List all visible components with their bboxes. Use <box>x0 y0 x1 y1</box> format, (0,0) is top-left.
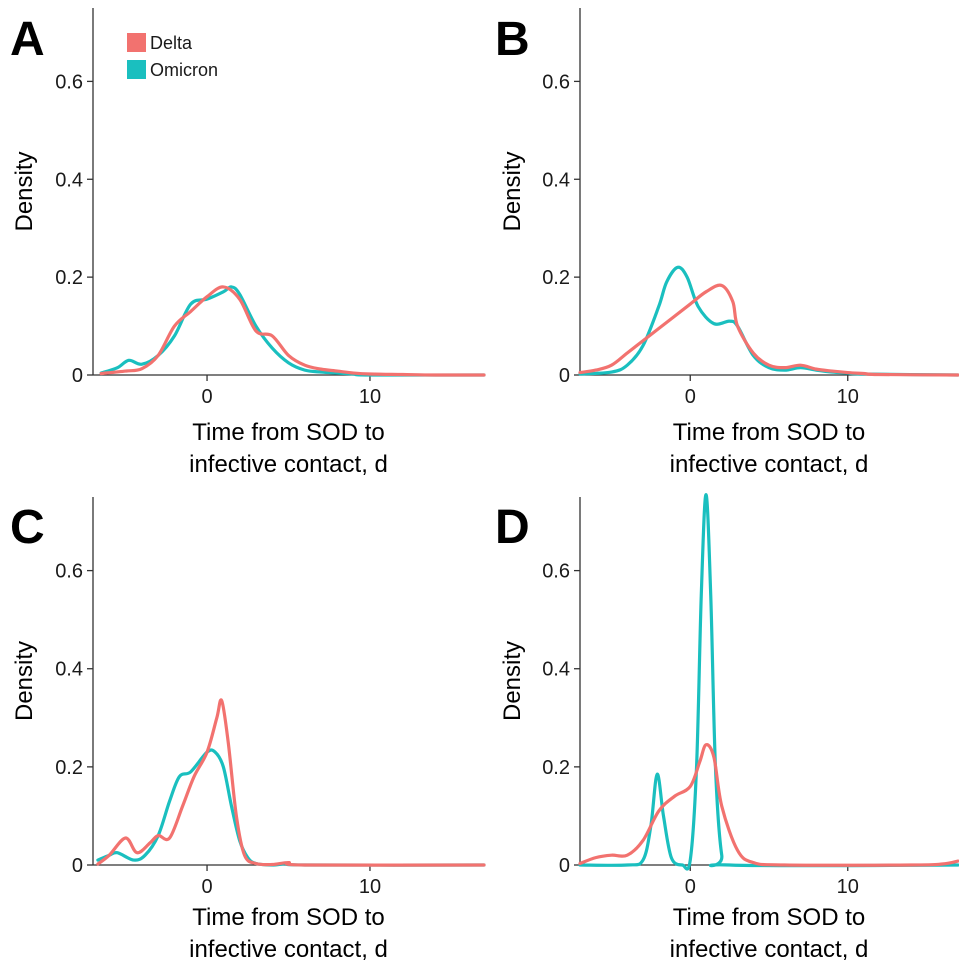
y-tick-label: 0.4 <box>542 169 570 191</box>
x-tick-label: 10 <box>359 386 381 408</box>
y-tick-label: 0 <box>559 855 570 877</box>
y-tick-label: 0.2 <box>55 757 83 779</box>
panel-letter: B <box>495 13 530 66</box>
y-tick-label: 0.2 <box>55 267 83 289</box>
x-tick-label: 10 <box>837 876 859 898</box>
series-line-omicron <box>578 265 959 377</box>
y-tick-label: 0.2 <box>542 267 570 289</box>
y-tick-label: 0.6 <box>55 71 83 93</box>
series-line-omicron <box>99 285 486 377</box>
series-line-delta <box>96 698 486 867</box>
x-axis-title-line1: Time from SOD to <box>673 419 865 446</box>
x-tick-label: 10 <box>359 876 381 898</box>
y-tick-label: 0 <box>72 855 83 877</box>
series-line-omicron <box>578 492 959 871</box>
x-tick-label: 0 <box>201 876 212 898</box>
panel-b: B 0 0.2 0.4 0.6 0 10 Density Time from SOD to inf… <box>495 8 959 478</box>
legend-swatch-delta <box>127 33 146 52</box>
y-tick-label: 0.6 <box>542 71 570 93</box>
legend-label-omicron: Omicron <box>150 60 218 80</box>
x-tick-label: 10 <box>837 386 859 408</box>
legend-swatch-omicron <box>127 60 146 79</box>
series-line-delta <box>578 283 959 377</box>
y-tick-label: 0.4 <box>542 659 570 681</box>
legend: Delta Omicron <box>127 33 218 80</box>
y-axis-title: Density <box>499 151 526 231</box>
x-tick-label: 0 <box>201 386 212 408</box>
y-axis-title: Density <box>11 641 38 721</box>
x-axis-title-line2: infective contact, d <box>670 936 869 962</box>
y-axis-title: Density <box>11 151 38 231</box>
panel-letter: D <box>495 501 530 554</box>
y-tick-label: 0 <box>72 365 83 387</box>
panel-letter: C <box>10 501 45 554</box>
x-axis-title-line2: infective contact, d <box>670 451 869 478</box>
y-tick-label: 0 <box>559 365 570 387</box>
legend-label-delta: Delta <box>150 33 193 53</box>
x-axis-title-line1: Time from SOD to <box>192 904 384 931</box>
series-line-delta <box>99 285 486 377</box>
x-axis-title-line2: infective contact, d <box>189 936 388 962</box>
series-line-delta <box>578 743 959 867</box>
y-tick-label: 0.2 <box>542 757 570 779</box>
y-tick-label: 0.6 <box>542 561 570 583</box>
panel-c: C 0 0.2 0.4 0.6 0 10 Density Time from SOD to inf… <box>10 497 486 962</box>
y-tick-label: 0.4 <box>55 169 83 191</box>
y-axis-title: Density <box>499 641 526 721</box>
x-axis-title-line1: Time from SOD to <box>673 904 865 931</box>
x-axis-title-line1: Time from SOD to <box>192 419 384 446</box>
x-tick-label: 0 <box>685 876 696 898</box>
x-tick-label: 0 <box>685 386 696 408</box>
y-tick-label: 0.4 <box>55 659 83 681</box>
series-line-omicron <box>96 748 486 867</box>
panel-letter: A <box>10 13 45 66</box>
x-axis-title-line2: infective contact, d <box>189 451 388 478</box>
y-tick-label: 0.6 <box>55 561 83 583</box>
panel-a: A 0 0.2 0.4 0.6 0 10 Density Time from SOD to inf… <box>10 8 486 478</box>
panel-d: D 0 0.2 0.4 0.6 0 10 Density Time from SOD to inf… <box>495 492 959 962</box>
